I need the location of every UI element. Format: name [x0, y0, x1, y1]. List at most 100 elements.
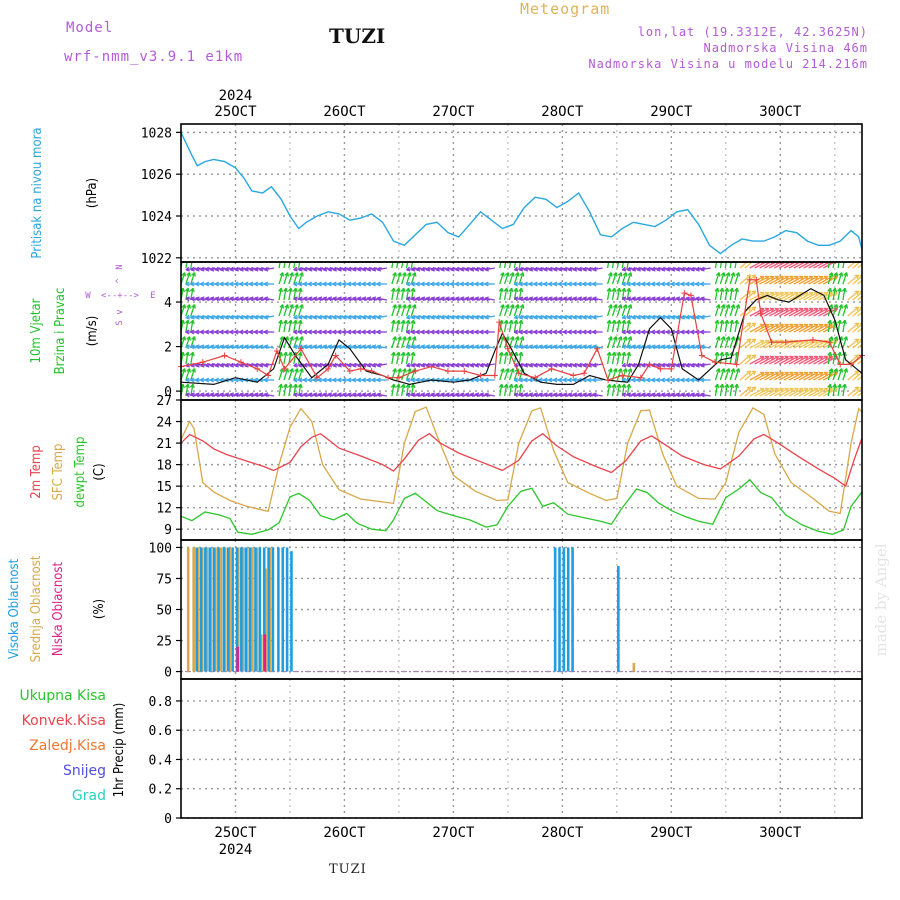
wind-arrow — [847, 338, 859, 349]
wind-arrow — [376, 393, 388, 397]
cloud-title-3: Niska Oblacnost — [51, 561, 66, 656]
wind-arrow — [264, 393, 275, 397]
wind-arrow — [553, 345, 564, 349]
wind-arrow-head — [195, 317, 200, 320]
wind-arrow-head — [523, 317, 529, 320]
wind-arrow-head — [508, 287, 513, 292]
wind-arrow — [185, 345, 196, 349]
wind-arrow — [528, 297, 540, 301]
wind-arrow-head — [573, 317, 578, 320]
wind-arrow-head — [294, 368, 298, 372]
wind-arrow-head — [636, 379, 641, 383]
bottom-date-label: 29OCT — [650, 825, 693, 841]
wind-arrow-head — [185, 345, 190, 350]
wind-arrow-head — [293, 365, 298, 368]
wind-arrow — [503, 352, 508, 365]
wind-arrow — [185, 272, 191, 285]
wind-arrow-head — [626, 297, 631, 302]
wind-arrow-head — [420, 345, 425, 350]
wind-arrow — [195, 315, 206, 319]
wind-arrow-head — [332, 365, 337, 368]
wind-arrow — [293, 320, 297, 333]
wind-arrow-head — [440, 283, 445, 287]
wind-arrow — [631, 297, 643, 301]
wind-arrow-head — [185, 317, 190, 320]
wind-arrow — [288, 384, 292, 397]
wind-arrow — [759, 371, 775, 381]
wind-arrow — [783, 307, 799, 317]
top-date-label: 30OCT — [759, 104, 802, 120]
wind-arrow — [857, 375, 862, 381]
wind-arrow-head — [294, 336, 298, 340]
wind-arrow — [651, 297, 662, 301]
wind-arrow — [671, 393, 682, 397]
wind-arrow-head — [729, 351, 733, 356]
wind-arrow — [455, 297, 466, 301]
wind-arrow — [411, 267, 422, 271]
wind-arrow — [518, 272, 524, 285]
gust-marker — [681, 290, 688, 297]
wind-arrow-head — [181, 272, 186, 276]
wind-arrow — [818, 291, 833, 301]
wind-arrow-head — [209, 283, 215, 287]
wind-arrow-head — [587, 331, 592, 335]
wind-arrow — [327, 315, 339, 319]
wind-arrow-head — [416, 269, 421, 272]
wind-arrow-head — [543, 297, 548, 302]
wind-arrow-head — [400, 383, 405, 388]
wind-arrow-head — [342, 379, 347, 383]
wind-arrow-head — [646, 269, 651, 272]
wind-arrow — [293, 272, 299, 285]
wind-arrow — [190, 345, 201, 349]
wind-arrow — [200, 267, 211, 271]
wind-arrow-head — [435, 331, 440, 335]
wind-arrow-head — [685, 379, 690, 383]
wind-arrow-head — [582, 345, 587, 350]
wind-arrow — [818, 262, 832, 269]
wind-arrow-head — [224, 393, 229, 398]
wind-arrow-head — [303, 269, 308, 272]
wind-arrow-head — [670, 297, 675, 302]
wind-arrow-head — [695, 345, 700, 350]
wind-arrow-head — [263, 345, 268, 350]
y-tick-label: 1026 — [141, 168, 172, 183]
wind-arrow — [421, 297, 432, 301]
wind-arrow — [185, 315, 196, 319]
wind-arrow — [759, 387, 775, 397]
wind-arrow-head — [553, 297, 558, 302]
wind-arrow — [293, 345, 304, 349]
wind-arrow-head — [751, 306, 756, 309]
wind-arrow — [622, 345, 633, 349]
wind-arrow — [724, 320, 728, 333]
wind-arrow-head — [342, 331, 347, 335]
wind-arrow — [327, 267, 339, 271]
wind-arrow-head — [553, 317, 558, 320]
wind-arrow-head — [347, 393, 352, 398]
wind-arrow-head — [258, 283, 264, 287]
wind-arrow-head — [415, 379, 420, 383]
wind-arrow-head — [695, 283, 700, 287]
wind-arrow-head — [395, 287, 400, 292]
wind-arrow-head — [322, 297, 327, 302]
wind-arrow — [278, 320, 282, 333]
wind-arrow-head — [528, 379, 533, 383]
wind-arrow — [661, 297, 672, 301]
wind-arrow-head — [746, 370, 751, 373]
wind-arrow-head — [200, 379, 205, 383]
gust-marker — [412, 368, 419, 375]
wind-arrow-head — [675, 283, 680, 287]
wind-arrow — [406, 315, 417, 319]
wind-arrow-head — [528, 365, 534, 368]
wind-arrow — [298, 320, 302, 333]
wind-arrow-head — [543, 365, 548, 368]
wind-arrow-head — [185, 297, 190, 302]
high-cloud-bar — [558, 547, 561, 672]
wind-arrow-head — [690, 283, 695, 287]
wind-arrow — [533, 297, 544, 301]
wind-arrow — [508, 272, 514, 285]
mid-cloud-bar — [192, 547, 195, 672]
wind-arrow-head — [474, 379, 479, 383]
wind-arrow — [818, 355, 833, 365]
wind-arrow-head — [543, 393, 548, 398]
high-cloud-bar — [617, 566, 620, 672]
